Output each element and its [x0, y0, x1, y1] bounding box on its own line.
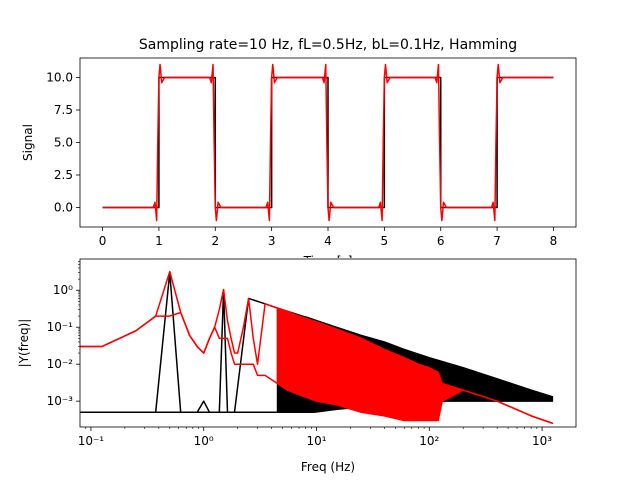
time-x-tick-label: 5: [381, 234, 389, 248]
freq-y-tick-label: 10⁻³: [47, 394, 74, 408]
freq-y-tick-label: 10⁻¹: [47, 320, 74, 334]
freq-x-tick-label: 10²: [419, 434, 439, 448]
freq-x-tick-label: 10⁰: [194, 434, 214, 448]
freq-x-tick-label: 10³: [532, 434, 552, 448]
time-y-tick-label: 0.0: [54, 201, 73, 215]
time-x-tick-label: 3: [268, 234, 276, 248]
freq-x-tick-label: 10¹: [306, 434, 326, 448]
time-y-tick-label: 7.5: [54, 103, 73, 117]
time-x-tick-label: 1: [155, 234, 163, 248]
time-x-tick-label: 7: [493, 234, 501, 248]
time-y-axis-label: Signal: [21, 124, 35, 161]
time-y-tick-label: 2.5: [54, 168, 73, 182]
time-x-tick-label: 8: [550, 234, 558, 248]
freq-x-tick-label: 10⁻¹: [78, 434, 105, 448]
time-x-tick-label: 0: [99, 234, 107, 248]
time-plot-title: Sampling rate=10 Hz, fL=0.5Hz, bL=0.1Hz,…: [139, 37, 517, 53]
time-y-tick-label: 5.0: [54, 136, 73, 150]
freq-y-tick-label: 10⁻²: [47, 357, 74, 371]
time-x-tick-label: 4: [324, 234, 332, 248]
time-x-tick-label: 6: [437, 234, 445, 248]
freq-y-axis-label: |Y(freq)|: [17, 319, 31, 368]
time-x-tick-label: 2: [211, 234, 219, 248]
freq-x-axis-label: Freq (Hz): [301, 460, 355, 474]
freq-y-tick-label: 10⁰: [53, 283, 73, 297]
time-y-tick-label: 10.0: [46, 71, 73, 85]
